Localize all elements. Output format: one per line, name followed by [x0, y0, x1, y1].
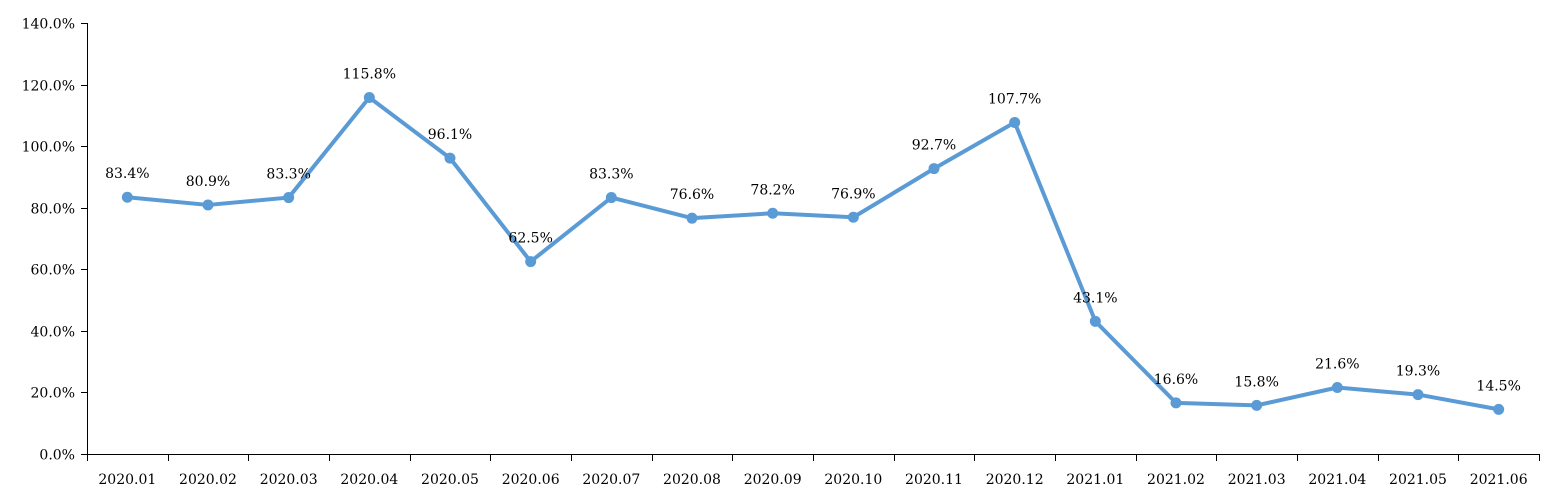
data-label: 78.2% — [750, 182, 794, 198]
data-label: 83.3% — [589, 167, 633, 183]
data-label: 43.1% — [1073, 290, 1117, 306]
x-tick-label: 2020.07 — [582, 472, 640, 488]
data-point — [202, 199, 214, 211]
x-tick-label: 2020.01 — [98, 472, 156, 488]
x-tick-label: 2020.02 — [179, 472, 237, 488]
data-point — [605, 192, 617, 204]
x-tick-label: 2020.05 — [421, 472, 479, 488]
y-tick-label: 120.0% — [22, 79, 75, 95]
data-label: 80.9% — [186, 174, 230, 190]
data-label: 76.9% — [831, 186, 875, 202]
x-tick-label: 2020.06 — [502, 472, 560, 488]
series-layer — [125, 95, 1501, 412]
data-label: 15.8% — [1234, 374, 1278, 390]
data-point — [525, 256, 537, 268]
data-label: 19.3% — [1396, 364, 1440, 380]
data-label: 14.5% — [1476, 378, 1520, 394]
x-axis-ticks: 2020.01 2020.02 2020.03 2020.04 2020.05 2020.… — [87, 454, 1540, 488]
data-point — [847, 211, 859, 223]
x-tick-label: 2020.04 — [340, 472, 398, 488]
data-point — [686, 212, 698, 224]
x-tick-label: 2021.01 — [1066, 472, 1124, 488]
x-tick-label: 2020.09 — [744, 472, 802, 488]
x-tick-label: 2021.04 — [1308, 472, 1366, 488]
y-axis-ticks: 0.0% 20.0% 40.0% 60.0% 80.0% 100.0% 120.0% 140.… — [22, 17, 87, 464]
data-point — [1412, 389, 1424, 401]
data-label: 92.7% — [912, 138, 956, 154]
data-point — [1331, 382, 1343, 394]
x-tick-label: 2020.03 — [260, 472, 318, 488]
data-point — [1009, 116, 1021, 128]
x-tick-label: 2021.06 — [1470, 472, 1528, 488]
data-points — [121, 92, 1505, 415]
y-tick-label: 80.0% — [31, 202, 75, 218]
y-tick-label: 0.0% — [39, 448, 75, 464]
data-label: 21.6% — [1315, 357, 1359, 373]
data-label: 83.4% — [105, 166, 149, 182]
x-tick-label: 2021.02 — [1147, 472, 1205, 488]
x-tick-label: 2020.11 — [905, 472, 963, 488]
data-point — [767, 207, 779, 219]
data-label: 83.3% — [266, 167, 310, 183]
data-point — [121, 191, 133, 203]
data-label: 16.6% — [1154, 372, 1198, 388]
data-point — [363, 92, 375, 104]
data-point — [1170, 397, 1182, 409]
y-tick-label: 40.0% — [31, 325, 75, 341]
data-label: 115.8% — [343, 67, 396, 83]
x-tick-label: 2021.03 — [1228, 472, 1286, 488]
data-point — [1493, 403, 1505, 415]
series-line — [125, 95, 1501, 412]
data-point — [444, 152, 456, 164]
data-label: 76.6% — [670, 187, 714, 203]
x-tick-label: 2020.10 — [824, 472, 882, 488]
data-point — [1251, 399, 1263, 411]
data-point — [283, 192, 295, 204]
data-point — [1089, 315, 1101, 327]
x-tick-label: 2020.08 — [663, 472, 721, 488]
x-tick-label: 2020.12 — [986, 472, 1044, 488]
data-label: 107.7% — [988, 91, 1041, 107]
data-point — [928, 163, 940, 175]
y-tick-label: 20.0% — [31, 386, 75, 402]
data-labels: 83.4% 80.9% 83.3% 115.8% 96.1% 62.5% 83.3% 76.6… — [105, 67, 1521, 395]
x-tick-label: 2021.05 — [1389, 472, 1447, 488]
y-tick-label: 60.0% — [31, 263, 75, 279]
y-tick-label: 100.0% — [22, 140, 75, 156]
data-label: 96.1% — [428, 127, 472, 143]
data-label: 62.5% — [508, 231, 552, 247]
y-tick-label: 140.0% — [22, 17, 75, 33]
